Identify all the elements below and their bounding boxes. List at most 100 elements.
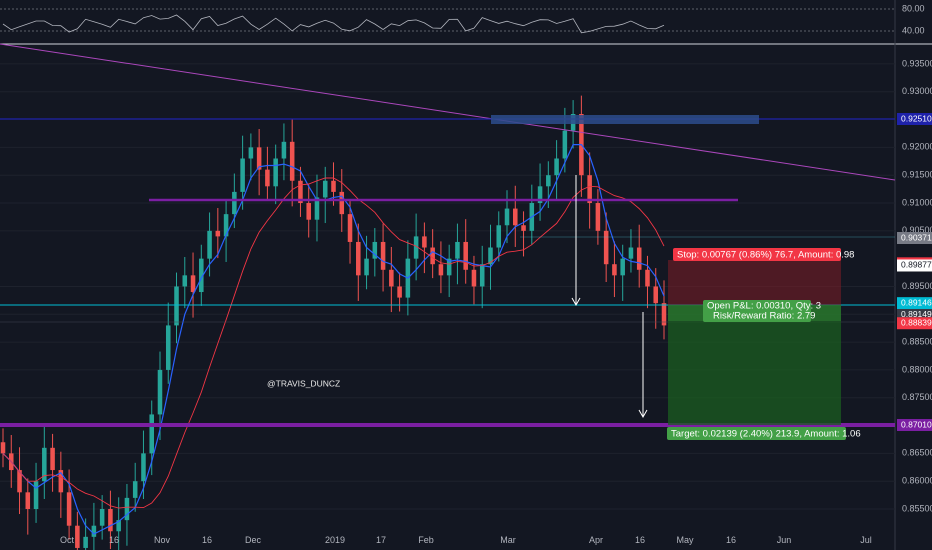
candle-body[interactable] (265, 169, 270, 187)
candle-body[interactable] (438, 264, 444, 276)
candle-body[interactable] (446, 258, 452, 276)
candle-body[interactable] (306, 203, 311, 220)
candle-body[interactable] (331, 180, 336, 192)
candle-body[interactable] (17, 470, 22, 493)
watermark: @TRAVIS_DUNCZ (267, 378, 340, 388)
price-marker-box-4[interactable] (897, 297, 932, 310)
candle-body[interactable] (513, 208, 518, 226)
candle-body[interactable] (546, 175, 551, 187)
candle-body[interactable] (653, 286, 659, 304)
candle-body[interactable] (322, 180, 328, 198)
candle-body[interactable] (521, 225, 526, 231)
candle-body[interactable] (504, 208, 510, 226)
candle-body[interactable] (256, 147, 262, 170)
target-zone[interactable] (668, 305, 841, 425)
candle-body[interactable] (116, 520, 121, 532)
candle-body[interactable] (397, 286, 402, 298)
candle-body[interactable] (372, 241, 378, 259)
candle-body[interactable] (42, 447, 47, 482)
candle-body[interactable] (281, 141, 287, 159)
ma-fast-line[interactable] (2, 144, 665, 535)
candle-body[interactable] (389, 269, 394, 287)
candle-body[interactable] (380, 241, 386, 270)
candle-body[interactable] (240, 158, 245, 192)
time-tick-3: 16 (202, 535, 212, 545)
price-marker-box-1[interactable] (897, 232, 932, 245)
candle-body[interactable] (422, 236, 427, 248)
candle-body[interactable] (157, 369, 163, 415)
candle-body[interactable] (75, 525, 80, 548)
time-axis[interactable]: Oct 16 Nov 16 Dec 2019 17 Feb Mar Apr 16 May 16 Jun Ju… (60, 535, 872, 545)
candle-body[interactable] (298, 180, 303, 204)
candle-body[interactable] (199, 258, 204, 293)
price-marker-box-3[interactable] (897, 259, 932, 272)
candle-body[interactable] (364, 258, 369, 276)
candle-body[interactable] (636, 247, 642, 270)
candle-body[interactable] (0, 442, 6, 454)
stop-zone[interactable] (668, 260, 841, 305)
pnl-label-box[interactable] (703, 300, 811, 322)
candle-body[interactable] (207, 230, 212, 259)
price-marker-box-0[interactable] (897, 113, 932, 125)
resistance-zone[interactable] (491, 115, 759, 124)
candle-body[interactable] (463, 241, 468, 270)
candle-body[interactable] (248, 147, 254, 159)
candle-body[interactable] (50, 447, 55, 471)
candle-body[interactable] (66, 492, 72, 526)
candle-body[interactable] (182, 275, 188, 287)
price-axis[interactable]: 0.93500 0.93000 0.92000 0.91500 0.91000 0.905… (0, 58, 932, 513)
time-tick-5: 2019 (325, 535, 345, 545)
candle-body[interactable] (603, 230, 609, 265)
price-marker-box-7[interactable] (897, 419, 932, 431)
ma-slow-line[interactable] (2, 177, 665, 509)
candle-body[interactable] (471, 269, 477, 287)
candle-body[interactable] (356, 241, 361, 276)
candle-body[interactable] (595, 203, 601, 231)
stop-label-box[interactable] (673, 248, 841, 261)
trendline[interactable] (0, 43, 896, 181)
candle-body[interactable] (413, 236, 419, 259)
target-label-box[interactable] (667, 427, 846, 440)
candle-body[interactable] (587, 175, 592, 204)
candle-body[interactable] (99, 509, 105, 526)
candle-body[interactable] (628, 247, 634, 259)
candle-body[interactable] (58, 470, 64, 493)
candle-body[interactable] (108, 509, 113, 532)
price-marker-box-6[interactable] (897, 317, 932, 330)
candles[interactable] (0, 95, 667, 550)
candle-body[interactable] (645, 269, 650, 287)
candle-body[interactable] (537, 186, 543, 204)
candle-body[interactable] (223, 214, 229, 237)
price-markers[interactable]: 0.925100.903710.899160.898770.891460.891… (897, 113, 932, 431)
candle-body[interactable] (91, 525, 97, 537)
candle-body[interactable] (612, 264, 617, 276)
candle-body[interactable] (289, 141, 295, 181)
candle-body[interactable] (25, 492, 31, 510)
candle-body[interactable] (339, 191, 345, 215)
candle-body[interactable] (33, 481, 39, 510)
candle-body[interactable] (479, 264, 485, 287)
candle-body[interactable] (314, 197, 320, 220)
candle-body[interactable] (496, 225, 502, 248)
candle-body[interactable] (132, 481, 138, 498)
candle-body[interactable] (562, 130, 568, 159)
candle-body[interactable] (620, 258, 625, 276)
candle-body[interactable] (124, 497, 130, 521)
drawings[interactable]: Stop: 0.00767 (0.86%) 76.7, Amount: 0.98… (0, 43, 896, 440)
candle-body[interactable] (347, 214, 353, 242)
candle-body[interactable] (149, 414, 154, 454)
candle-body[interactable] (455, 241, 460, 259)
candle-body[interactable] (488, 247, 493, 265)
candle-body[interactable] (83, 536, 88, 548)
candle-body[interactable] (141, 453, 146, 482)
candle-body[interactable] (174, 286, 179, 326)
candle-body[interactable] (661, 303, 667, 326)
candle-body[interactable] (165, 325, 171, 370)
candle-body[interactable] (190, 275, 196, 293)
candle-body[interactable] (273, 158, 278, 187)
candle-body[interactable] (554, 158, 559, 176)
candle-body[interactable] (232, 191, 237, 215)
candle-body[interactable] (215, 230, 221, 237)
candle-body[interactable] (430, 247, 435, 265)
